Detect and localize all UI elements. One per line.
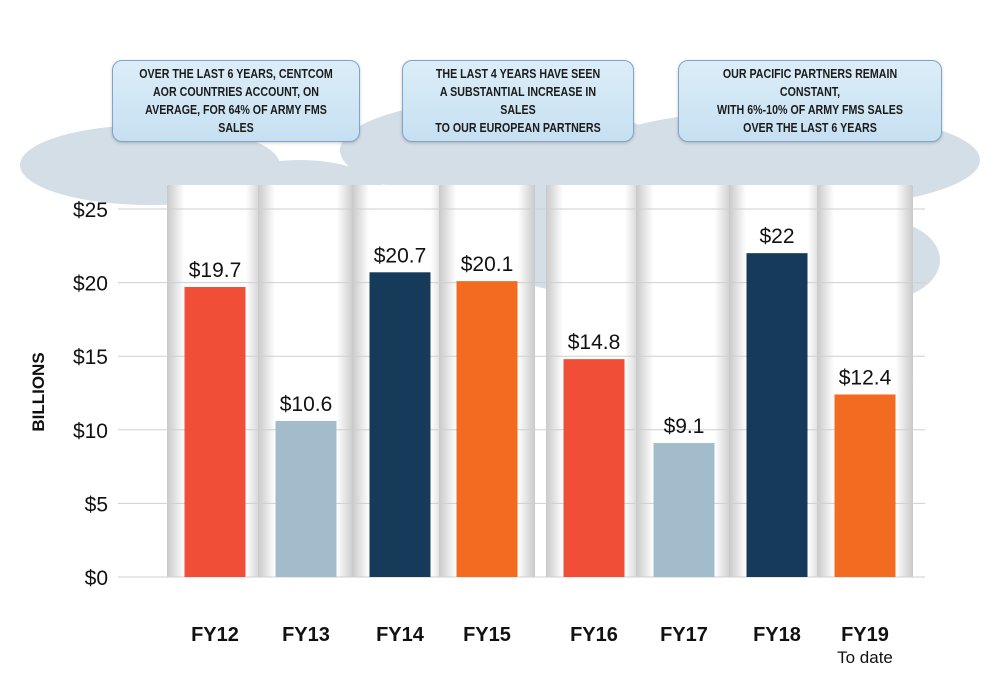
x-tick-label: FY13 — [282, 624, 330, 646]
data-label: $22 — [759, 225, 794, 248]
y-axis-label: BILLIONS — [29, 352, 48, 431]
x-tick-sublabel: To date — [837, 648, 893, 667]
bar-fy12 — [184, 287, 246, 577]
data-label: $9.1 — [664, 415, 705, 438]
y-tick-label: $10 — [73, 420, 108, 443]
x-tick-label: FY16 — [570, 624, 618, 646]
data-label: $19.7 — [189, 259, 242, 282]
callout-text: OVER THE LAST 6 YEARS, CENTCOM AOR COUNT… — [139, 66, 333, 135]
callout-europe: THE LAST 4 YEARS HAVE SEEN A SUBSTANTIAL… — [402, 60, 634, 142]
y-tick-label: $15 — [73, 346, 108, 369]
y-tick-label: $5 — [85, 493, 108, 516]
bar-fy18 — [746, 253, 808, 577]
y-tick-label: $0 — [85, 567, 108, 590]
bar-fy16 — [563, 359, 625, 577]
x-tick-label: FY15 — [463, 624, 511, 646]
bar-fy17 — [653, 443, 715, 577]
data-label: $10.6 — [280, 393, 333, 416]
bar-fy19 — [834, 394, 896, 577]
data-label: $12.4 — [839, 366, 892, 389]
callout-centcom: OVER THE LAST 6 YEARS, CENTCOM AOR COUNT… — [112, 60, 360, 142]
y-tick-label: $20 — [73, 273, 108, 296]
data-label: $20.1 — [461, 253, 514, 276]
x-tick-label: FY14 — [376, 624, 425, 646]
callout-text: OUR PACIFIC PARTNERS REMAIN CONSTANT, WI… — [717, 66, 903, 135]
bar-fy15 — [456, 281, 518, 577]
y-tick-label: $25 — [73, 199, 108, 222]
callout-text: THE LAST 4 YEARS HAVE SEEN A SUBSTANTIAL… — [435, 66, 601, 135]
bar-fy13 — [275, 420, 337, 577]
x-tick-label: FY12 — [191, 624, 239, 646]
x-tick-label: FY18 — [753, 624, 801, 646]
callout-pacific: OUR PACIFIC PARTNERS REMAIN CONSTANT, WI… — [678, 60, 942, 142]
data-label: $14.8 — [568, 331, 621, 354]
x-tick-label: FY17 — [660, 624, 708, 646]
data-label: $20.7 — [374, 244, 427, 267]
x-tick-label: FY19 — [841, 624, 889, 646]
bar-fy14 — [369, 272, 431, 577]
